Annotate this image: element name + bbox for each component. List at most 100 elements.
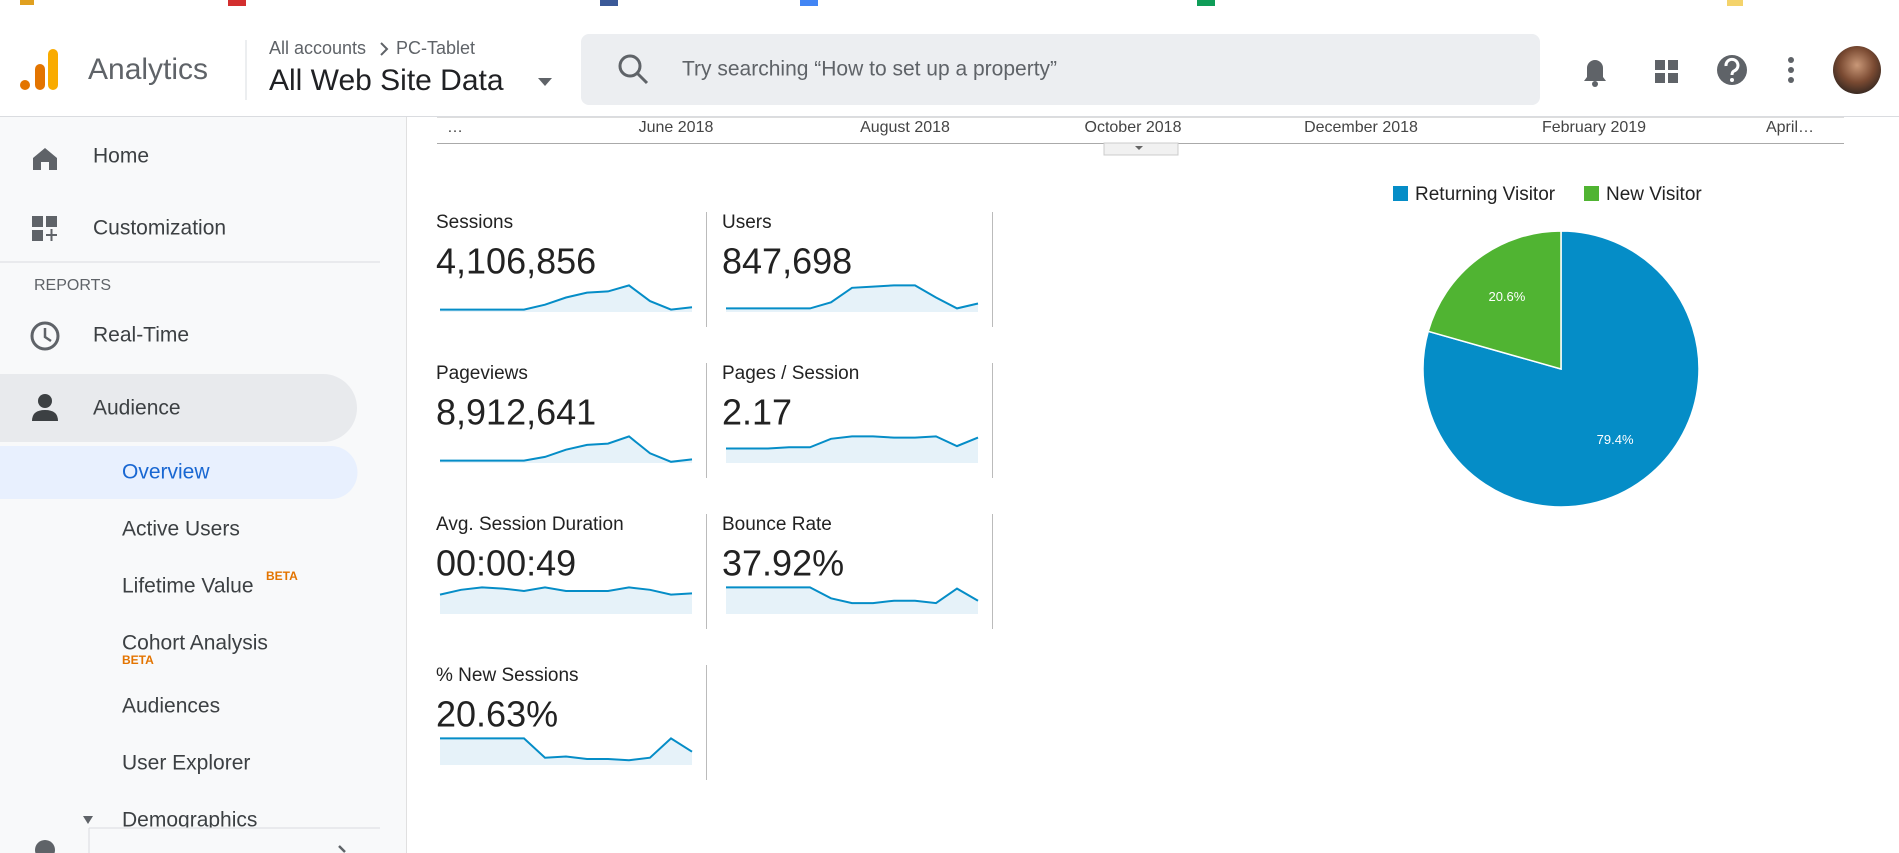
dot xyxy=(1788,57,1794,63)
search-icon-handle xyxy=(635,71,649,85)
view-selector[interactable]: All Web Site Data xyxy=(269,64,504,97)
icon-square xyxy=(32,230,43,241)
metric-value: 2.17 xyxy=(722,392,792,433)
beta-badge: BETA xyxy=(122,653,154,667)
nav-home[interactable]: Home xyxy=(93,145,149,168)
logo-bar xyxy=(35,64,45,90)
product-name: Analytics xyxy=(88,53,208,86)
timeline-label: … xyxy=(447,119,463,136)
timeline-label: February 2019 xyxy=(1542,119,1646,136)
metric-name: % New Sessions xyxy=(436,665,579,686)
sparkline xyxy=(440,435,693,463)
nav-overview[interactable]: Overview xyxy=(122,461,210,484)
timeline-label: August 2018 xyxy=(860,119,950,136)
icon-square xyxy=(46,216,57,227)
section-label: REPORTS xyxy=(34,277,111,294)
metric-name: Avg. Session Duration xyxy=(436,514,624,535)
nav-audience[interactable]: Audience xyxy=(93,397,181,420)
apps-square xyxy=(1655,73,1665,83)
metric-grid: Sessions 4,106,856 Users 847,698 Pageviews 8,… xyxy=(436,212,993,780)
metric-card[interactable]: % New Sessions 20.63% xyxy=(436,665,707,780)
dot xyxy=(1788,77,1794,83)
timeline-label: December 2018 xyxy=(1304,119,1418,136)
account-avatar[interactable] xyxy=(1833,46,1881,94)
sparkline-area xyxy=(440,285,692,312)
metric-card[interactable]: Pages / Session 2.17 xyxy=(722,363,993,478)
search-box[interactable] xyxy=(581,34,1540,105)
sparkline xyxy=(440,284,693,311)
sparkline xyxy=(726,284,979,310)
sparkline-area xyxy=(726,587,978,614)
search-placeholder[interactable]: Try searching “How to set up a property” xyxy=(682,58,1057,81)
metric-name: Sessions xyxy=(436,212,513,233)
legend-label[interactable]: New Visitor xyxy=(1606,184,1702,205)
apps-icon[interactable] xyxy=(1655,60,1678,83)
nav-active-group xyxy=(0,374,357,442)
legend-label[interactable]: Returning Visitor xyxy=(1415,184,1556,205)
timeline-label: June 2018 xyxy=(639,119,714,136)
bookmark-icon[interactable] xyxy=(228,0,246,6)
logo[interactable] xyxy=(20,49,58,90)
metric-value: 847,698 xyxy=(722,241,852,282)
metric-card[interactable]: Users 847,698 xyxy=(722,212,993,327)
pie-slice[interactable] xyxy=(1422,230,1700,508)
customization-icon xyxy=(32,216,57,241)
bookmark-icon[interactable] xyxy=(600,0,618,6)
person-head xyxy=(38,394,52,408)
nav-demographics[interactable]: Demographics xyxy=(122,809,257,832)
metric-value: 00:00:49 xyxy=(436,543,576,584)
nav-active-users[interactable]: Active Users xyxy=(122,518,240,541)
apps-square xyxy=(1668,60,1678,70)
nav-lifetime-value[interactable]: Lifetime Value xyxy=(122,575,254,598)
bookmark-icon[interactable] xyxy=(1727,0,1743,6)
nav-customization[interactable]: Customization xyxy=(93,217,226,240)
legend-swatch[interactable] xyxy=(1393,186,1408,201)
icon-plus xyxy=(46,229,57,241)
more-icon[interactable] xyxy=(1788,57,1794,83)
bell xyxy=(1584,60,1606,81)
sparkline-area xyxy=(726,285,978,312)
metric-value: 4,106,856 xyxy=(436,241,596,282)
bookmarks-bar xyxy=(0,0,1899,21)
icon-square xyxy=(32,216,43,227)
timeline-toggle[interactable] xyxy=(1103,142,1179,156)
breadcrumb-property[interactable]: PC-Tablet xyxy=(396,38,475,58)
bookmark-icon[interactable] xyxy=(800,0,818,6)
apps-square xyxy=(1655,60,1665,70)
help-icon[interactable] xyxy=(1717,55,1747,85)
metric-card[interactable]: Pageviews 8,912,641 xyxy=(436,363,707,478)
legend-swatch[interactable] xyxy=(1584,186,1599,201)
nav-audiences[interactable]: Audiences xyxy=(122,695,220,718)
sparkline-area xyxy=(440,587,692,614)
bookmark-icon[interactable] xyxy=(20,0,34,5)
pie-slice[interactable] xyxy=(1427,230,1562,370)
pie-chart: Returning Visitor New Visitor 79.4% 20.6% xyxy=(1393,184,1702,508)
timeline-labels: … June 2018 August 2018 October 2018 Decembe… xyxy=(447,119,1814,136)
help-dot xyxy=(1730,78,1734,82)
nav-user-explorer[interactable]: User Explorer xyxy=(122,752,250,775)
expand-arrow[interactable] xyxy=(83,816,93,824)
person-body xyxy=(32,410,58,421)
settings-icon[interactable] xyxy=(35,840,55,853)
help-mark xyxy=(1724,57,1740,76)
bookmark-icon[interactable] xyxy=(1197,0,1215,6)
sparkline xyxy=(439,586,693,596)
metric-card[interactable]: Avg. Session Duration 00:00:49 xyxy=(436,514,707,629)
bell-clapper xyxy=(1592,81,1598,87)
search-icon xyxy=(618,54,642,78)
clock-hands xyxy=(43,328,52,343)
metric-card[interactable]: Bounce Rate 37.92% xyxy=(722,514,993,629)
sidebar-footer xyxy=(0,828,406,853)
breadcrumb-account[interactable]: All accounts xyxy=(269,38,366,58)
collapse-icon[interactable] xyxy=(338,845,346,853)
metric-name: Pages / Session xyxy=(722,363,859,384)
notifications-icon[interactable] xyxy=(1584,60,1606,87)
home-icon xyxy=(33,148,57,170)
nav-cohort-analysis[interactable]: Cohort Analysis xyxy=(122,632,268,655)
nav-realtime[interactable]: Real-Time xyxy=(93,324,189,347)
view-dropdown-arrow[interactable] xyxy=(538,78,552,86)
sparkline xyxy=(440,737,693,762)
metric-card[interactable]: Sessions 4,106,856 xyxy=(436,212,707,327)
logo-dot xyxy=(20,80,30,90)
